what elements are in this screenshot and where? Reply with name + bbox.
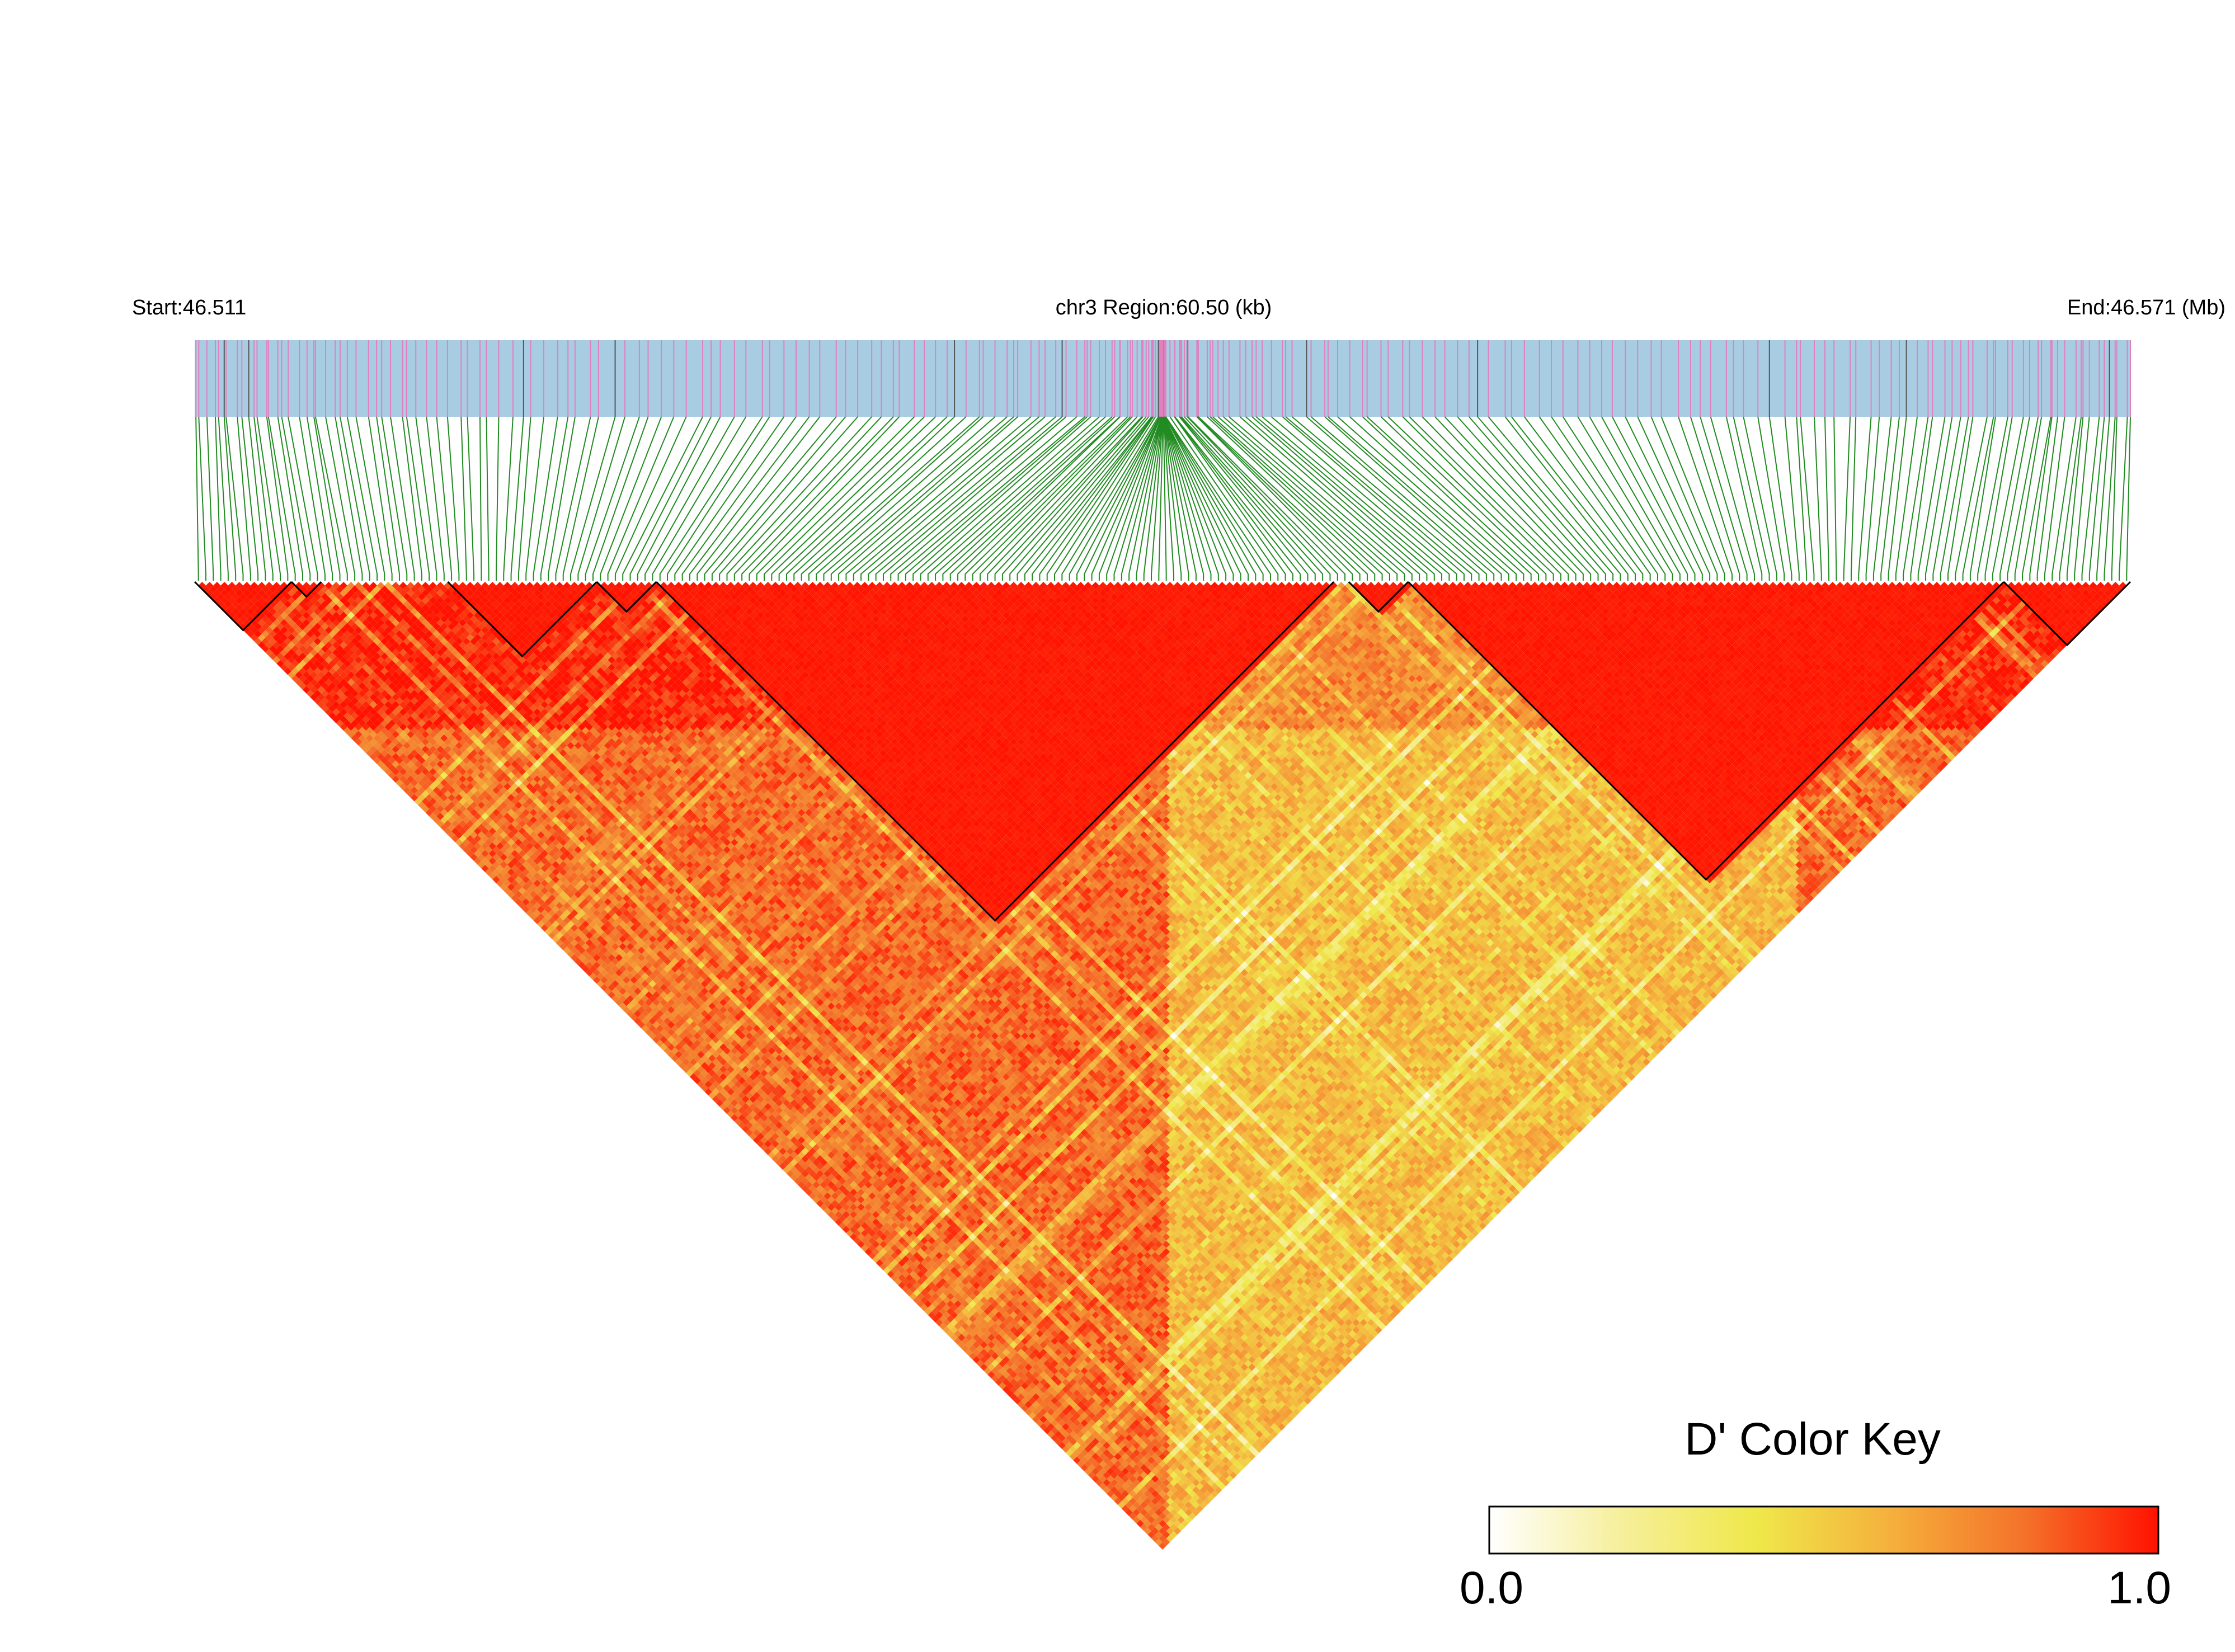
snp-connector (504, 417, 513, 581)
snp-connector (1240, 417, 1419, 581)
snp-connector (1551, 417, 1658, 581)
snp-connector (1758, 417, 1784, 581)
snp-connector (615, 417, 686, 581)
snp-connector (2104, 417, 2115, 581)
snp-connector (1941, 417, 1969, 581)
snp-connector (496, 417, 499, 581)
snp-connector (377, 417, 399, 581)
snp-connector (1874, 417, 1891, 581)
region-start-label: Start:46.511 (132, 296, 246, 319)
snp-connector (1825, 417, 1829, 581)
snp-connector (1726, 417, 1762, 581)
region-title: chr3 Region:60.50 (kb) (1056, 296, 1272, 319)
snp-connector (448, 417, 459, 581)
snp-connector (511, 417, 524, 581)
snp-connector (486, 417, 488, 581)
snp-connector (563, 417, 599, 581)
snp-connector (652, 417, 746, 581)
snp-connector (2112, 417, 2117, 581)
snp-connector (480, 417, 481, 581)
snp-connector (1844, 417, 1850, 581)
snp-connector (2097, 417, 2109, 581)
snp-connector (1488, 417, 1620, 581)
snp-connector (1866, 417, 1880, 581)
snp-connector (1785, 417, 1799, 581)
snp-connector (314, 417, 340, 581)
snp-connector (335, 417, 362, 581)
snp-connector (1350, 417, 1524, 581)
snp-connector (1164, 417, 1240, 581)
snp-connector (2119, 417, 2128, 581)
snp-connector (1700, 417, 1747, 581)
snp-connector (1851, 417, 1856, 581)
snp-connector (407, 417, 429, 581)
snp-connector (467, 417, 474, 581)
region-end-label: End:46.571 (Mb) (2067, 296, 2225, 319)
snp-connector (787, 417, 954, 581)
snp-connector (1796, 417, 1806, 581)
snp-connector (809, 417, 984, 581)
snp-connector (1948, 417, 1973, 581)
snp-connector (426, 417, 444, 581)
snp-connector (1858, 417, 1871, 581)
snp-connector (1963, 417, 1994, 581)
snp-connector (2052, 417, 2076, 581)
snp-connector (1469, 417, 1606, 581)
snp-connector (1834, 417, 1836, 581)
snp-connector (1903, 417, 1928, 581)
snp-connector (519, 417, 531, 581)
snp-connector (207, 417, 213, 581)
snp-connector (1039, 417, 1152, 581)
snp-connector (1933, 417, 1960, 581)
snp-connector (2060, 417, 2082, 581)
snp-connector (742, 417, 893, 581)
snp-connector (683, 417, 796, 581)
snp-connector-lines (196, 417, 2130, 581)
snp-connector (548, 417, 575, 581)
snp-connector (861, 417, 1045, 581)
snp-connector (282, 417, 310, 581)
snp-connector (630, 417, 712, 581)
snp-connector (667, 417, 769, 581)
snp-connector (2126, 417, 2130, 581)
snp-connector (461, 417, 466, 581)
snp-connector (278, 417, 303, 581)
snp-connector (199, 417, 206, 581)
snp-connector (1638, 417, 1710, 581)
snp-connector (2007, 417, 2038, 581)
snp-connector (705, 417, 836, 581)
ld-heatmap (199, 582, 2127, 1550)
snp-connector (196, 417, 199, 581)
snp-connector (1032, 417, 1151, 581)
snp-connector (816, 417, 995, 581)
snp-connector (224, 417, 236, 581)
snp-connector (1734, 417, 1770, 581)
snp-connector (1062, 417, 1158, 581)
snp-connector (1282, 417, 1464, 581)
snp-connector (307, 417, 332, 581)
snp-connector (2074, 417, 2089, 581)
snp-connector (1918, 417, 1945, 581)
snp-connector (1800, 417, 1814, 581)
snp-connector (1814, 417, 1822, 581)
snp-connector (1889, 417, 1907, 581)
snp-connector (257, 417, 280, 581)
snp-connector (340, 417, 370, 581)
snp-connector (1590, 417, 1680, 581)
snp-connector (1164, 417, 1204, 581)
snp-connector (390, 417, 415, 581)
snp-connector (1540, 417, 1650, 581)
